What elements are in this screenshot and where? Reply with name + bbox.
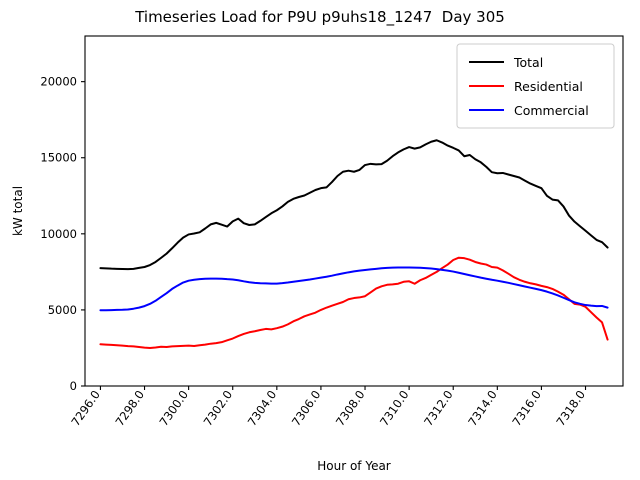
axis-titles: Hour of Year kW total	[11, 186, 391, 473]
legend-label-total[interactable]: Total	[513, 55, 543, 70]
data-series	[99, 139, 609, 349]
legend-box	[456, 43, 615, 129]
legend-label-commercial[interactable]: Commercial	[514, 103, 589, 118]
y-tick-label: 5000	[48, 303, 77, 317]
legend[interactable]: Total Residential Commercial	[456, 43, 615, 129]
page-title: Timeseries Load for P9U p9uhs18_1247 Day…	[135, 8, 505, 26]
x-tick-label: 7298.0	[112, 388, 147, 429]
legend-label-residential[interactable]: Residential	[514, 79, 583, 94]
x-tick-label: 7316.0	[509, 388, 544, 429]
x-tick-label: 7306.0	[289, 388, 324, 429]
plot-frame	[84, 35, 624, 387]
x-tick-label: 7296.0	[68, 388, 103, 429]
x-tick-label: 7314.0	[465, 388, 500, 429]
series-line-commercial	[99, 266, 609, 312]
y-tick-label: 0	[70, 379, 77, 393]
axes	[84, 35, 624, 387]
series-line-total	[99, 139, 609, 271]
x-tick-label: 7310.0	[377, 388, 412, 429]
x-tick-label: 7300.0	[157, 388, 192, 429]
x-tick-label: 7318.0	[553, 388, 588, 429]
x-tick-label: 7308.0	[333, 388, 368, 429]
y-tick-label: 20000	[40, 75, 77, 89]
series-line-residential	[99, 256, 609, 349]
y-axis-label: kW total	[11, 186, 25, 236]
x-tick-label: 7312.0	[421, 388, 456, 429]
x-tick-label: 7302.0	[201, 388, 236, 429]
x-axis-label: Hour of Year	[317, 459, 391, 473]
y-tick-label: 10000	[40, 227, 77, 241]
y-tick-label: 15000	[40, 151, 77, 165]
x-tick-label: 7304.0	[245, 388, 280, 429]
